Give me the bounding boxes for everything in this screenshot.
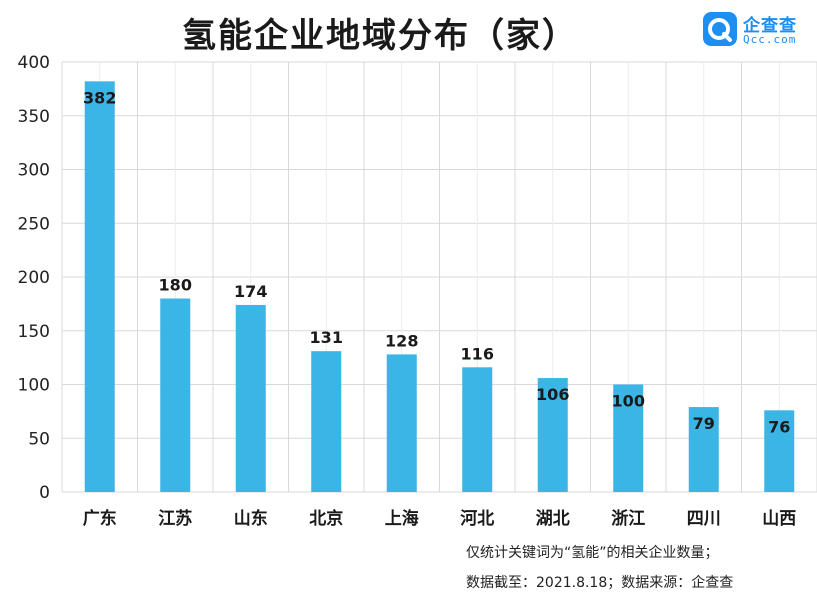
data-label: 128 bbox=[385, 331, 418, 350]
data-label: 106 bbox=[536, 385, 569, 404]
chart-title: 氢能企业地域分布（家） bbox=[182, 16, 578, 56]
bar-北京 bbox=[311, 351, 342, 492]
x-tick-label: 山西 bbox=[762, 509, 796, 529]
bar-上海 bbox=[386, 354, 417, 492]
y-tick-label: 200 bbox=[18, 268, 50, 288]
data-label: 76 bbox=[768, 417, 790, 436]
bar-湖北 bbox=[537, 378, 568, 492]
data-label: 100 bbox=[612, 392, 645, 411]
x-tick-label: 山东 bbox=[234, 508, 268, 529]
x-tick-label: 河北 bbox=[460, 509, 494, 529]
y-tick-label: 150 bbox=[18, 322, 50, 342]
bar-山西 bbox=[764, 410, 795, 492]
x-tick-label: 北京 bbox=[309, 508, 343, 529]
bar-山东 bbox=[235, 304, 266, 492]
y-tick-label: 100 bbox=[18, 376, 50, 396]
footnote-scope: 仅统计关键词为“氢能”的相关企业数量； bbox=[466, 545, 719, 561]
data-label: 116 bbox=[461, 344, 494, 363]
logo-name: 企查查 bbox=[743, 16, 797, 36]
x-tick-label: 湖北 bbox=[536, 509, 570, 529]
data-label: 131 bbox=[310, 328, 343, 347]
data-label: 79 bbox=[693, 414, 715, 433]
y-tick-label: 0 bbox=[39, 483, 50, 503]
y-tick-label: 250 bbox=[18, 214, 50, 234]
y-tick-label: 400 bbox=[18, 53, 50, 73]
bar-四川 bbox=[688, 407, 719, 492]
y-tick-label: 300 bbox=[18, 161, 50, 181]
y-tick-label: 350 bbox=[18, 107, 50, 127]
bar-河北 bbox=[462, 367, 493, 492]
x-tick-label: 广东 bbox=[83, 508, 117, 529]
x-tick-label: 四川 bbox=[687, 509, 721, 529]
logo-sub: Qcc.com bbox=[743, 33, 797, 46]
y-tick-label: 50 bbox=[28, 429, 50, 449]
qcc-logo: 企查查 Qcc.com bbox=[703, 10, 813, 50]
data-label: 174 bbox=[234, 282, 267, 301]
x-tick-label: 上海 bbox=[385, 508, 419, 529]
data-label: 382 bbox=[83, 88, 116, 107]
footnote-source: 数据截至：2021.8.18；数据来源：企查查 bbox=[466, 575, 734, 591]
bar-江苏 bbox=[160, 298, 191, 492]
data-label: 180 bbox=[159, 276, 192, 295]
x-tick-label: 浙江 bbox=[611, 508, 645, 529]
x-tick-label: 江苏 bbox=[158, 508, 192, 529]
bar-浙江 bbox=[613, 384, 644, 492]
qcc-logo-icon bbox=[703, 12, 737, 46]
bar-广东 bbox=[84, 81, 115, 492]
